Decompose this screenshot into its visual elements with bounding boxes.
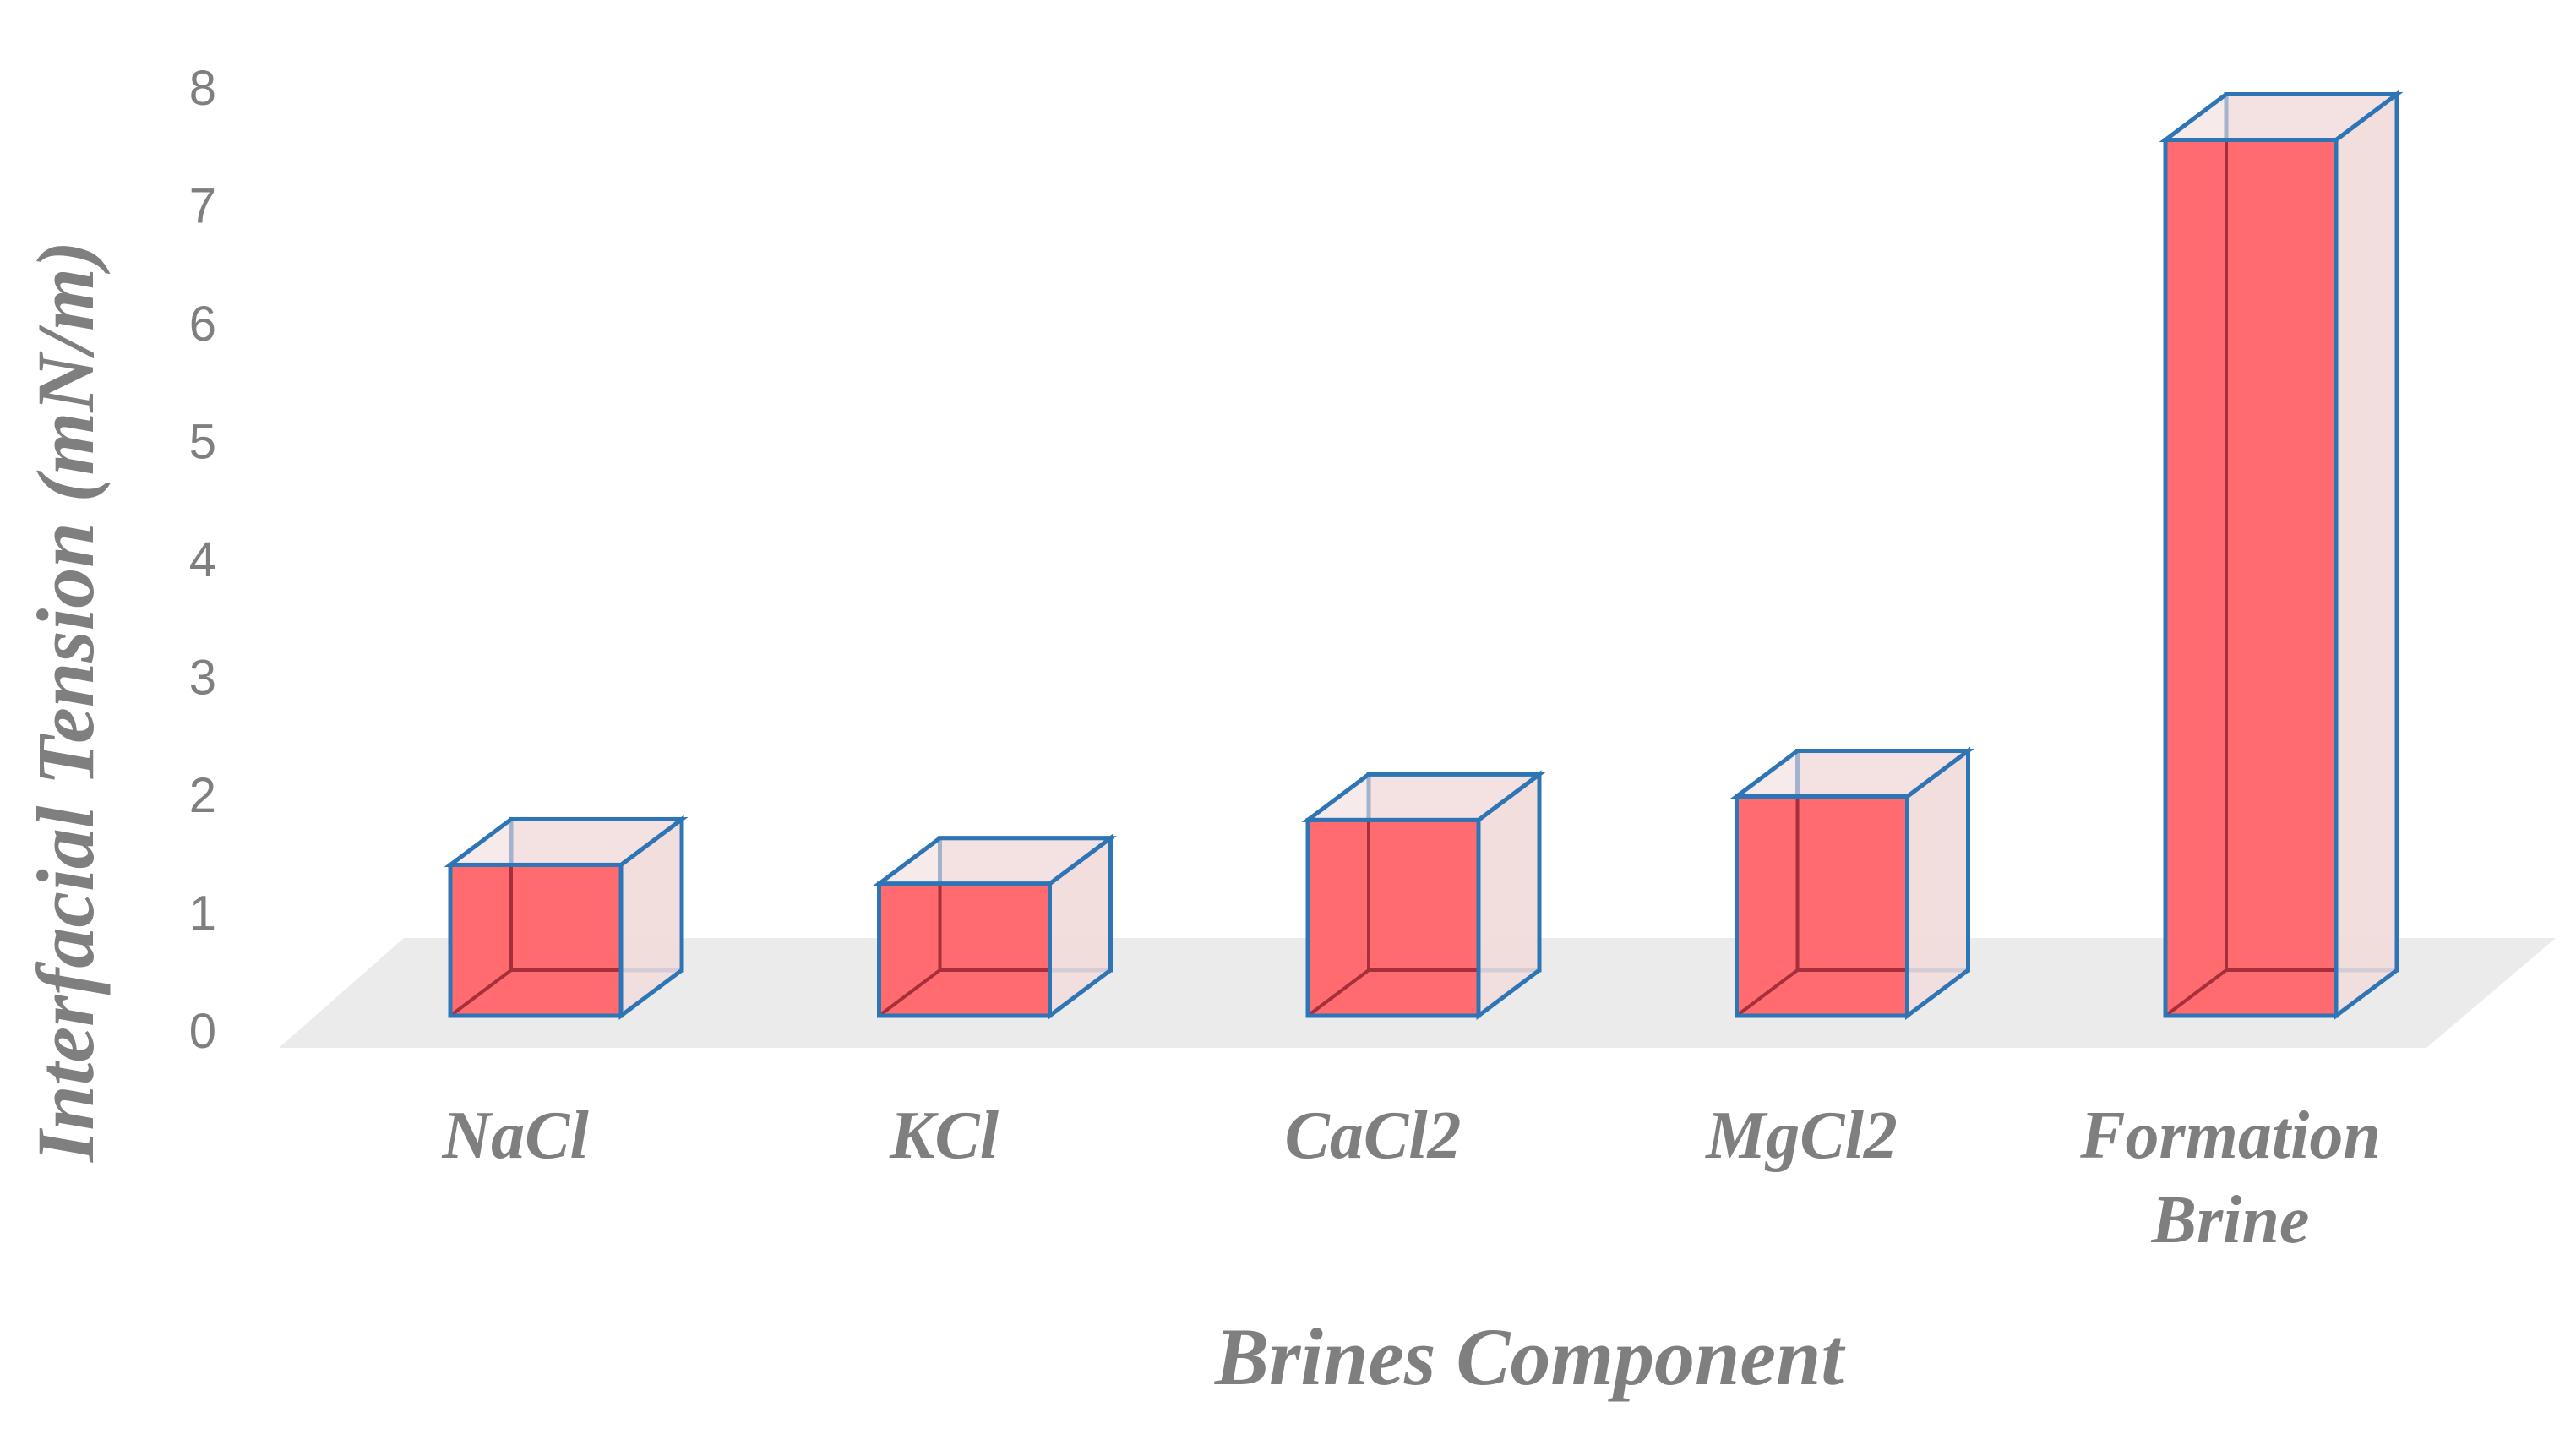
bar-nacl (444, 815, 689, 1020)
x-tick-label-line: Brine (2151, 1183, 2310, 1257)
bar-formation-brine (2159, 90, 2404, 1020)
bar-inner-edge (878, 968, 941, 1017)
y-tick-label: 0 (189, 1004, 216, 1059)
bar-inner-edge (1306, 968, 1370, 1017)
y-tick-label: 7 (189, 179, 216, 234)
x-axis-labels: NaCl KCl CaCl2 MgCl2 Formation Brine (441, 1099, 2381, 1257)
x-tick-label-line: KCl (889, 1099, 999, 1173)
bar-mgcl2 (1730, 746, 1974, 1020)
bar-kcl (873, 833, 1117, 1020)
x-tick-label-line: CaCl2 (1285, 1099, 1462, 1173)
y-tick-label: 4 (189, 532, 216, 587)
y-tick-label: 3 (189, 651, 216, 706)
y-tick-label: 8 (189, 61, 216, 116)
bar-inner-edge (449, 968, 513, 1017)
y-tick-label: 6 (189, 297, 216, 352)
x-tick-label: NaCl (441, 1099, 589, 1173)
bar-front-outline (1305, 817, 1481, 1018)
bar-front-outline (877, 881, 1052, 1018)
y-axis-title: Interfacial Tension (mN/m) (20, 241, 111, 1163)
bar-inner-edge (1735, 968, 1799, 1017)
x-tick-label: CaCl2 (1285, 1099, 1462, 1173)
bar-side-face (2334, 90, 2399, 1020)
x-axis-title: Brines Component (1214, 1312, 1847, 1402)
bar-inner-edge (2164, 968, 2228, 1017)
bar-front-outline (1735, 794, 1909, 1018)
bar-front-face (1736, 796, 1908, 1016)
bar-front-face (450, 864, 621, 1016)
y-tick-label: 2 (189, 768, 216, 823)
y-tick-label: 5 (189, 415, 216, 470)
bar-cacl2 (1301, 770, 1546, 1020)
y-tick-label: 1 (189, 886, 216, 941)
x-tick-label-line: NaCl (441, 1099, 589, 1173)
bar-front-outline (448, 862, 624, 1018)
bar-front-face (1308, 820, 1479, 1016)
bars (444, 90, 2404, 1020)
x-tick-label: Formation Brine (2079, 1099, 2381, 1257)
bar-front-outline (2163, 138, 2339, 1018)
y-axis-ticks: 0 1 2 3 4 5 6 7 8 (189, 61, 216, 1059)
x-tick-label: MgCl2 (1704, 1099, 1898, 1173)
x-tick-label-line: Formation (2079, 1099, 2381, 1173)
x-tick-label-line: MgCl2 (1704, 1099, 1898, 1173)
bar-front-face (2165, 139, 2336, 1016)
x-tick-label: KCl (889, 1099, 999, 1173)
